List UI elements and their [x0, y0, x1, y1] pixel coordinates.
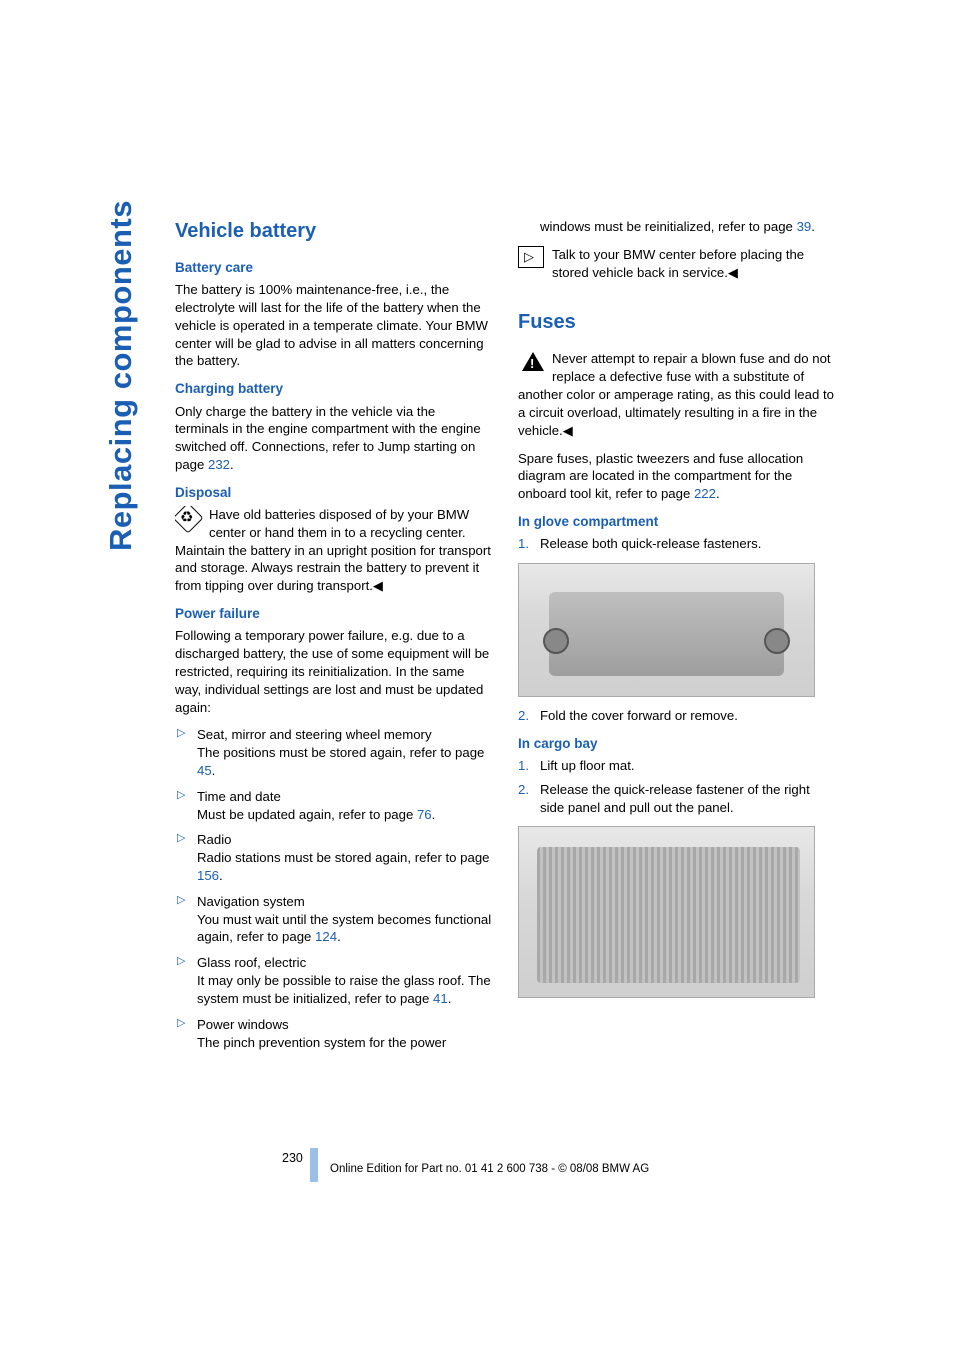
- glove-steps: 1. Release both quick-release fasteners.: [518, 535, 835, 553]
- chapter-side-tab: Replacing components: [100, 200, 142, 551]
- text: Release the quick-release fastener of th…: [540, 782, 810, 815]
- para-spare-fuses: Spare fuses, plastic tweezers and fuse a…: [518, 450, 835, 503]
- heading-battery-care: Battery care: [175, 259, 492, 277]
- list-item: Navigation system You must wait until th…: [175, 893, 492, 946]
- list-item: Radio Radio stations must be stored agai…: [175, 831, 492, 884]
- list-item: Time and date Must be updated again, ref…: [175, 788, 492, 824]
- list-item: Seat, mirror and steering wheel memory T…: [175, 726, 492, 779]
- text: Spare fuses, plastic tweezers and fuse a…: [518, 451, 803, 502]
- list-item: Power windows The pinch prevention syste…: [175, 1016, 492, 1052]
- text: .: [212, 763, 216, 778]
- text: Radio stations must be stored again, ref…: [197, 850, 490, 865]
- page-link[interactable]: 76: [417, 807, 432, 822]
- heading-charging-battery: Charging battery: [175, 380, 492, 398]
- text: .: [337, 929, 341, 944]
- page-link[interactable]: 124: [315, 929, 337, 944]
- item-title: Time and date: [197, 789, 281, 804]
- list-item: 2. Fold the cover forward or remove.: [518, 707, 835, 725]
- page-content: Vehicle battery Battery care The battery…: [175, 218, 835, 1061]
- list-item: 1. Release both quick-release fasteners.: [518, 535, 835, 553]
- right-column: windows must be reinitialized, refer to …: [518, 218, 835, 1061]
- page-link[interactable]: 45: [197, 763, 212, 778]
- item-title: Seat, mirror and steering wheel memory: [197, 727, 432, 742]
- item-title: Navigation system: [197, 894, 305, 909]
- heading-disposal: Disposal: [175, 484, 492, 502]
- heading-vehicle-battery: Vehicle battery: [175, 218, 492, 245]
- info-icon: [518, 246, 548, 270]
- text: .: [811, 219, 815, 234]
- heading-cargo: In cargo bay: [518, 735, 835, 753]
- text: Talk to your BMW center before placing t…: [552, 247, 804, 280]
- page-link[interactable]: 41: [433, 991, 448, 1006]
- end-mark-icon: ◀: [728, 265, 738, 280]
- figure-glove-compartment: [518, 563, 815, 697]
- page-link[interactable]: 156: [197, 868, 219, 883]
- end-mark-icon: ◀: [373, 578, 383, 593]
- footer-line: Online Edition for Part no. 01 41 2 600 …: [330, 1162, 649, 1178]
- page-link[interactable]: 222: [694, 486, 716, 501]
- list-item: Glass roof, electric It may only be poss…: [175, 954, 492, 1007]
- warning-icon: [518, 350, 548, 374]
- list-item: 1. Lift up floor mat.: [518, 757, 835, 775]
- step-number: 1.: [518, 757, 529, 775]
- step-number: 2.: [518, 707, 529, 725]
- step-number: 1.: [518, 535, 529, 553]
- para-power-failure: Following a temporary power failure, e.g…: [175, 627, 492, 716]
- text: Must be updated again, refer to page: [197, 807, 417, 822]
- text: .: [448, 991, 452, 1006]
- list-item: 2. Release the quick-release fastener of …: [518, 781, 835, 817]
- text: You must wait until the system becomes f…: [197, 912, 491, 945]
- text: Release both quick-release fasteners.: [540, 536, 761, 551]
- note-service: Talk to your BMW center before placing t…: [518, 246, 835, 282]
- power-failure-list: Seat, mirror and steering wheel memory T…: [175, 726, 492, 1051]
- recycle-icon: [175, 506, 205, 530]
- text: .: [432, 807, 436, 822]
- page-link[interactable]: 232: [208, 457, 230, 472]
- page-link[interactable]: 39: [797, 219, 812, 234]
- text: .: [716, 486, 720, 501]
- end-mark-icon: ◀: [563, 423, 573, 438]
- para-charging: Only charge the battery in the vehicle v…: [175, 403, 492, 474]
- text: Lift up floor mat.: [540, 758, 635, 773]
- text: The positions must be stored again, refe…: [197, 745, 484, 760]
- text: .: [219, 868, 223, 883]
- item-title: Glass roof, electric: [197, 955, 306, 970]
- text: Fold the cover forward or remove.: [540, 708, 738, 723]
- left-column: Vehicle battery Battery care The battery…: [175, 218, 492, 1061]
- step-number: 2.: [518, 781, 529, 799]
- heading-glove: In glove compartment: [518, 513, 835, 531]
- page-number: 230: [282, 1150, 303, 1167]
- text: Have old batteries disposed of by your B…: [175, 507, 491, 593]
- figure-cargo-bay: [518, 826, 815, 998]
- heading-fuses: Fuses: [518, 309, 835, 336]
- text: windows must be reinitialized, refer to …: [540, 219, 797, 234]
- item-title: Radio: [197, 832, 231, 847]
- warning-fuses: Never attempt to repair a blown fuse and…: [518, 350, 835, 439]
- text: The pinch prevention system for the powe…: [197, 1035, 446, 1050]
- item-title: Power windows: [197, 1017, 289, 1032]
- note-disposal: Have old batteries disposed of by your B…: [175, 506, 492, 595]
- glove-steps-2: 2. Fold the cover forward or remove.: [518, 707, 835, 725]
- para-battery-care: The battery is 100% maintenance-free, i.…: [175, 281, 492, 370]
- text: .: [230, 457, 234, 472]
- heading-power-failure: Power failure: [175, 605, 492, 623]
- para-windows-cont: windows must be reinitialized, refer to …: [518, 218, 835, 236]
- cargo-steps: 1. Lift up floor mat. 2. Release the quick…: [518, 757, 835, 816]
